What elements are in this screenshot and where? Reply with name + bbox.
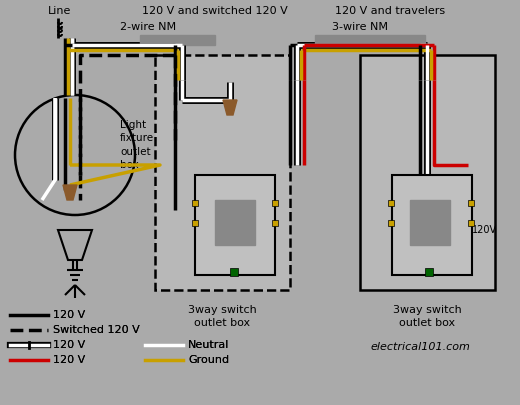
- Text: electrical101.com: electrical101.com: [370, 342, 470, 352]
- Text: 120 V and travelers: 120 V and travelers: [335, 6, 445, 16]
- Bar: [388, 220, 394, 226]
- Text: 120 V: 120 V: [53, 340, 85, 350]
- Bar: [192, 200, 198, 206]
- Bar: [468, 220, 474, 226]
- Text: 120 V: 120 V: [53, 310, 85, 320]
- Polygon shape: [223, 100, 237, 115]
- Bar: [315, 35, 425, 45]
- Text: Neutral: Neutral: [188, 340, 229, 350]
- Bar: [272, 220, 278, 226]
- Bar: [392, 175, 472, 275]
- Bar: [388, 200, 394, 206]
- Text: 120 V: 120 V: [53, 355, 85, 365]
- Text: Switched 120 V: Switched 120 V: [53, 325, 140, 335]
- Text: Neutral: Neutral: [188, 340, 229, 350]
- Text: Line: Line: [48, 6, 72, 16]
- Text: 2-wire NM: 2-wire NM: [120, 22, 176, 32]
- Text: 120 V: 120 V: [53, 355, 85, 365]
- Text: Switched 120 V: Switched 120 V: [53, 325, 140, 335]
- Bar: [140, 35, 215, 45]
- Text: Ground: Ground: [188, 355, 229, 365]
- Text: Ground: Ground: [188, 355, 229, 365]
- Text: Light
fixture
outlet
box: Light fixture outlet box: [120, 120, 154, 170]
- Text: 120 V: 120 V: [53, 340, 85, 350]
- Bar: [468, 200, 474, 206]
- Bar: [272, 200, 278, 206]
- Bar: [195, 175, 275, 275]
- Text: 3way switch
outlet box: 3way switch outlet box: [393, 305, 461, 328]
- Bar: [215, 200, 255, 245]
- Bar: [230, 268, 238, 276]
- Text: 120 V: 120 V: [53, 310, 85, 320]
- Text: 120 V and switched 120 V: 120 V and switched 120 V: [142, 6, 288, 16]
- Text: 3-wire NM: 3-wire NM: [332, 22, 388, 32]
- Text: 3way switch
outlet box: 3way switch outlet box: [188, 305, 256, 328]
- Bar: [360, 55, 495, 290]
- Bar: [192, 220, 198, 226]
- Text: 120V: 120V: [472, 225, 497, 235]
- Polygon shape: [63, 185, 77, 200]
- Bar: [155, 55, 290, 290]
- Bar: [410, 200, 450, 245]
- Bar: [425, 268, 433, 276]
